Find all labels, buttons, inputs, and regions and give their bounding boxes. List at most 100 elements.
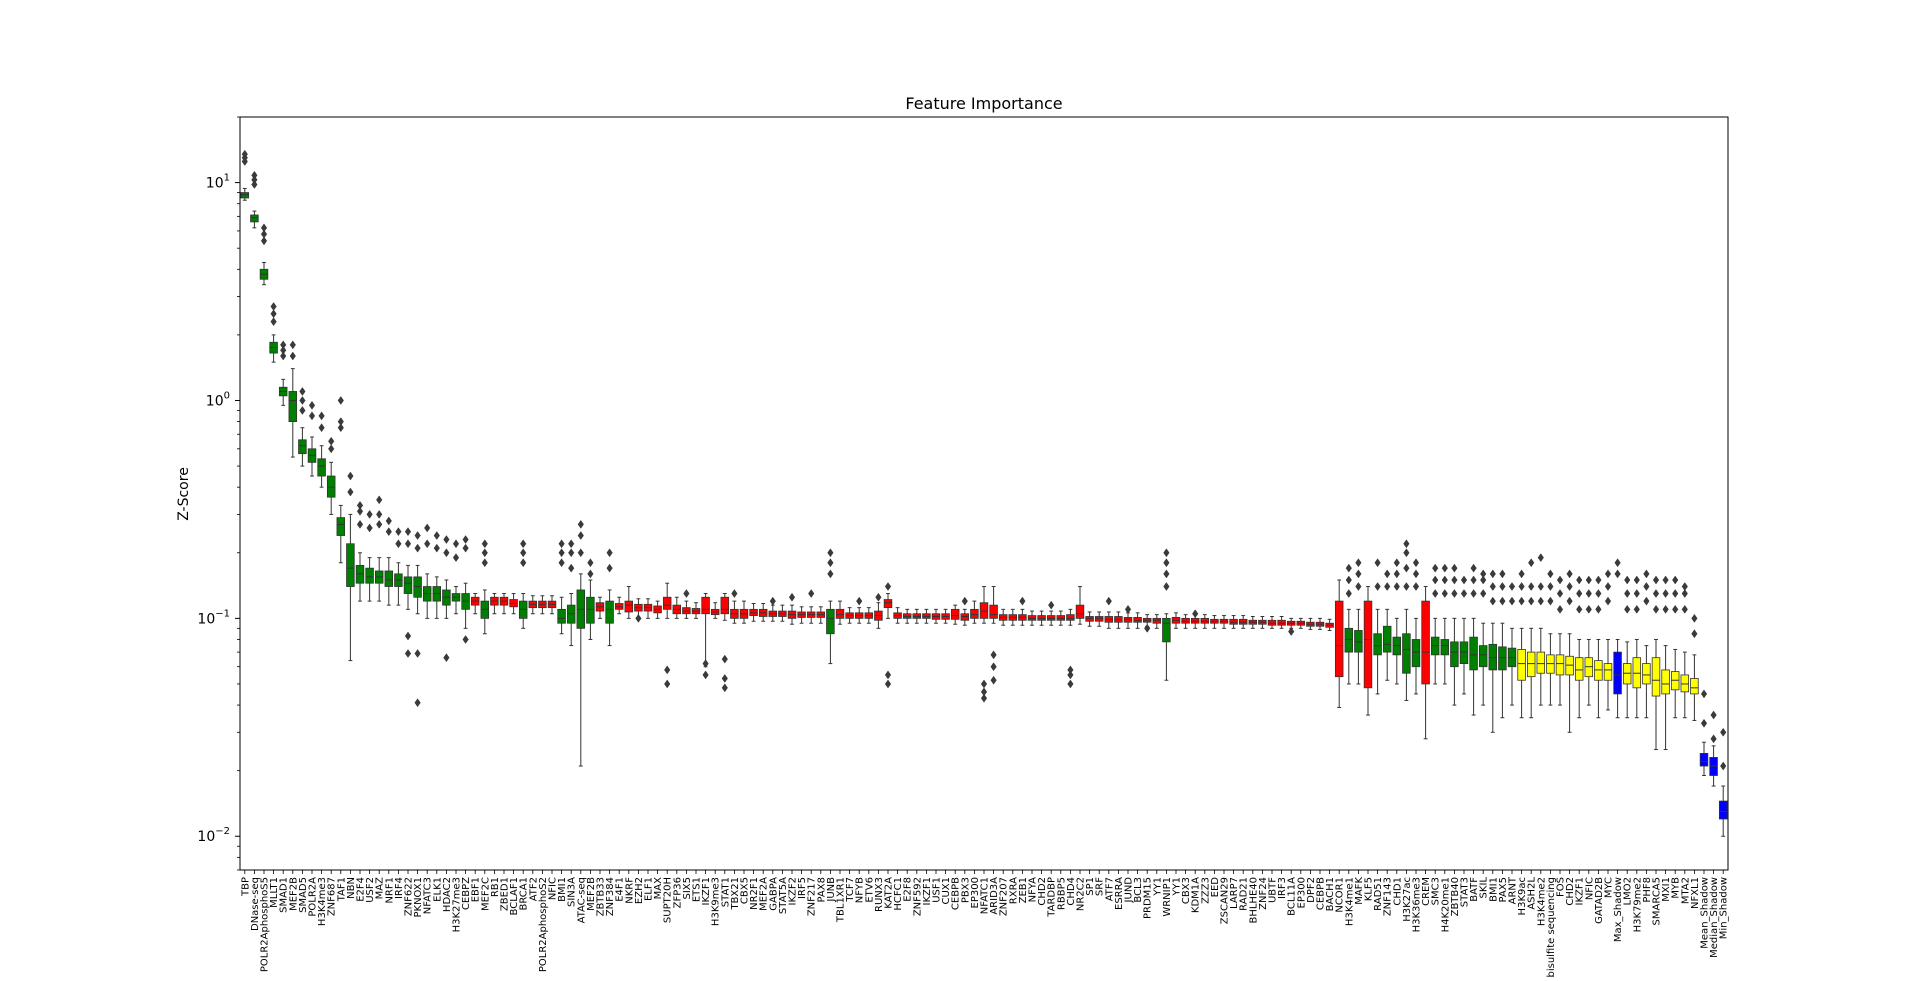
outlier-point [1412,582,1420,591]
outlier-point [1537,553,1544,563]
box-123 [1421,586,1430,740]
outlier-point [1432,563,1439,573]
box-17 [403,527,413,658]
x-tick-label: FOS [1556,877,1567,897]
outlier-point [520,558,527,568]
outlier-point [1518,596,1525,606]
box-41 [634,598,643,623]
x-tick-label: BCLAF1 [509,877,520,915]
outlier-point [1412,569,1420,579]
box-iqr [365,567,374,584]
box-iqr [403,576,413,594]
outlier-point [443,548,450,558]
x-tick-label: MEF2B [586,877,597,911]
box-112 [1315,617,1325,630]
outlier-point [1528,596,1535,606]
boxes-layer [240,149,1728,837]
outlier-point [1566,569,1573,579]
outlier-point [1595,604,1602,614]
x-tick-label: EED [1210,877,1221,898]
outlier-point [664,665,671,675]
outlier-point [1624,589,1631,598]
x-tick-label: RAD21 [1239,877,1250,911]
x-tick-label: H3K27ac [1402,877,1413,922]
outlier-point [1288,627,1295,636]
outlier-point [1537,596,1544,606]
box-51 [730,589,739,624]
x-tick-label: SUPT20H [663,877,674,923]
outlier-point [683,589,690,598]
box-73 [941,608,950,624]
box-iqr [1613,651,1622,695]
outlier-point [577,531,584,540]
outlier-point [1441,563,1448,573]
x-tick-label: TARDBP [1047,877,1058,918]
x-tick-label: ESRRA [1114,877,1125,910]
y-tick-label: 100 [206,390,230,409]
outlier-point [1412,558,1420,568]
outlier-point [1451,589,1458,598]
x-tick-label: BMI1 [557,877,568,902]
outlier-point [1105,596,1112,606]
outlier-point [1460,589,1468,598]
outlier-point [424,539,431,549]
box-131 [1498,569,1507,719]
outlier-point [1480,589,1487,598]
box-iqr [1066,614,1075,621]
outlier-point [1441,589,1448,598]
outlier-point [1144,623,1151,633]
box-iqr [250,214,259,223]
x-tick-label: KAT2A [884,877,895,909]
outlier-point [827,569,834,579]
box-iqr [240,192,250,199]
outlier-point [404,649,412,658]
x-tick-label: ZNF143 [1383,877,1394,916]
x-tick-label: MAX [653,877,664,899]
outlier-point [980,679,988,689]
x-tick-label: IKZF2 [788,877,799,905]
outlier-point [1489,596,1496,606]
x-tick-label: TAF1 [336,877,347,902]
outlier-point [404,527,412,537]
x-tick-label: ARNT [1508,876,1519,904]
outlier-point [1691,613,1698,623]
outlier-point [1163,582,1170,591]
x-tick-label: H3K9me3 [711,877,722,926]
x-tick-label: STAT3 [1460,877,1471,907]
x-tick-label: JUND [1124,877,1135,904]
outlier-point [568,539,575,549]
x-tick-label: H3K79me2 [1632,877,1643,932]
box-0 [240,149,250,201]
x-tick-label: E2F4 [356,877,367,902]
outlier-point [404,631,412,641]
outlier-point [299,406,306,415]
outlier-point [433,531,440,540]
box-74 [950,604,960,625]
box-2 [259,223,269,286]
box-72 [931,608,941,624]
x-tick-label: NR2F1 [749,877,760,910]
x-tick-label: SIX5 [682,877,693,900]
box-86 [1066,608,1075,689]
x-tick-label: E2F8 [903,877,914,902]
x-tick-label: NFXL1 [1690,877,1701,909]
outlier-point [1643,582,1650,591]
box-147 [1651,575,1661,751]
x-tick-label: IRF3 [1277,877,1288,899]
box-79 [998,608,1008,626]
x-tick-label: RXRA [1008,877,1019,904]
outlier-point [1374,558,1381,568]
box-iqr [1363,600,1373,689]
box-iqr [1334,600,1344,678]
x-tick-label: RB1 [490,877,501,897]
x-tick-label: PAX8 [816,877,827,902]
outlier-point [808,589,815,598]
outlier-point [606,548,613,558]
box-129 [1478,569,1488,706]
box-6 [298,387,307,467]
box-59 [806,589,816,624]
outlier-point [1720,727,1727,737]
outlier-point [884,679,892,689]
x-tick-label: MYC [1604,877,1615,898]
